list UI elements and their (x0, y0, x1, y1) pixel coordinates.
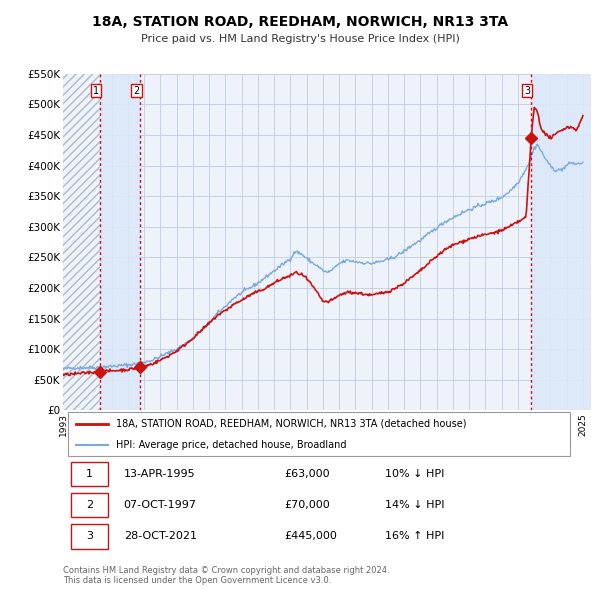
Text: £70,000: £70,000 (285, 500, 331, 510)
Bar (63, 74, 100, 410)
FancyBboxPatch shape (71, 462, 108, 486)
FancyBboxPatch shape (71, 493, 108, 517)
Text: 1: 1 (93, 86, 99, 96)
Text: 2: 2 (86, 500, 93, 510)
Text: 13-APR-1995: 13-APR-1995 (124, 468, 196, 478)
Text: 10% ↓ HPI: 10% ↓ HPI (385, 468, 445, 478)
Text: HPI: Average price, detached house, Broadland: HPI: Average price, detached house, Broa… (116, 440, 346, 450)
Text: 16% ↑ HPI: 16% ↑ HPI (385, 531, 445, 541)
Text: 3: 3 (86, 531, 93, 541)
Text: 28-OCT-2021: 28-OCT-2021 (124, 531, 197, 541)
Text: 14% ↓ HPI: 14% ↓ HPI (385, 500, 445, 510)
Text: £63,000: £63,000 (285, 468, 331, 478)
Bar (63, 74, 100, 410)
Bar (531, 74, 591, 410)
Text: 1: 1 (86, 468, 93, 478)
FancyBboxPatch shape (71, 525, 108, 549)
Text: 2: 2 (133, 86, 140, 96)
FancyBboxPatch shape (68, 412, 570, 456)
Text: Price paid vs. HM Land Registry's House Price Index (HPI): Price paid vs. HM Land Registry's House … (140, 34, 460, 44)
Text: 18A, STATION ROAD, REEDHAM, NORWICH, NR13 3TA: 18A, STATION ROAD, REEDHAM, NORWICH, NR1… (92, 15, 508, 30)
Bar (100, 74, 140, 410)
Text: 18A, STATION ROAD, REEDHAM, NORWICH, NR13 3TA (detached house): 18A, STATION ROAD, REEDHAM, NORWICH, NR1… (116, 419, 466, 429)
Text: Contains HM Land Registry data © Crown copyright and database right 2024.
This d: Contains HM Land Registry data © Crown c… (63, 566, 389, 585)
Text: 07-OCT-1997: 07-OCT-1997 (124, 500, 197, 510)
Text: £445,000: £445,000 (285, 531, 338, 541)
Text: 3: 3 (524, 86, 530, 96)
